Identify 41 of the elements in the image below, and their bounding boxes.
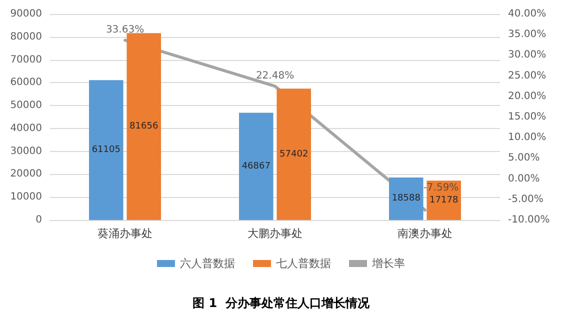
text: 图 1 分办事处常住人口增长情况 bbox=[192, 296, 370, 310]
bar bbox=[276, 88, 311, 220]
data-label: 61105 bbox=[92, 145, 120, 156]
data-label: 17178 bbox=[430, 195, 458, 206]
y2-tick-label: -5.00% bbox=[508, 194, 544, 205]
bar bbox=[89, 80, 124, 220]
bar bbox=[389, 177, 424, 220]
y-tick-label: 40000 bbox=[10, 122, 42, 134]
legend-label: 增长率 bbox=[371, 257, 405, 270]
bar bbox=[239, 112, 274, 220]
y-tick-label: 60000 bbox=[10, 77, 42, 88]
data-label: 33.63% bbox=[106, 24, 144, 36]
y2-tick-label: 15.00% bbox=[508, 112, 546, 122]
x-tick-label: 南澳办事处 bbox=[398, 227, 452, 240]
data-label: 18588 bbox=[392, 194, 421, 204]
y-tick-label: 10000 bbox=[10, 192, 42, 203]
y-tick-label: 80000 bbox=[10, 31, 42, 42]
y2-tick-label: 35.00% bbox=[508, 29, 546, 40]
y2-tick-label: 10.00% bbox=[508, 132, 546, 144]
y2-tick-label: 0.00% bbox=[508, 173, 540, 184]
y2-tick-label: 5.00% bbox=[508, 152, 540, 164]
y2-tick-label: 25.00% bbox=[508, 70, 546, 82]
y2-tick-label: -10.00% bbox=[508, 214, 550, 226]
y-tick-label: 70000 bbox=[10, 54, 42, 66]
legend-label: 六人普数据 bbox=[180, 257, 235, 270]
bar bbox=[126, 33, 161, 220]
y-tick-label: 50000 bbox=[10, 100, 42, 112]
data-label: 46867 bbox=[242, 161, 270, 172]
y2-tick-label: 20.00% bbox=[508, 90, 546, 102]
y-tick-label: 20000 bbox=[10, 168, 42, 180]
y2-tick-label: 30.00% bbox=[508, 50, 546, 61]
x-tick-label: 大鹏办事处 bbox=[248, 227, 302, 240]
legend-label: 七人普数据 bbox=[276, 257, 331, 270]
x-tick-label: 葵涌办事处 bbox=[98, 227, 152, 240]
data-label: 81656 bbox=[130, 122, 158, 132]
data-label: 57402 bbox=[280, 149, 308, 160]
y-tick-label: 0 bbox=[36, 214, 42, 226]
y2-tick-label: 40.00% bbox=[508, 8, 546, 20]
y-tick-label: 90000 bbox=[10, 8, 42, 20]
y-tick-label: 30000 bbox=[10, 146, 42, 157]
data-label: 22.48% bbox=[256, 70, 294, 82]
